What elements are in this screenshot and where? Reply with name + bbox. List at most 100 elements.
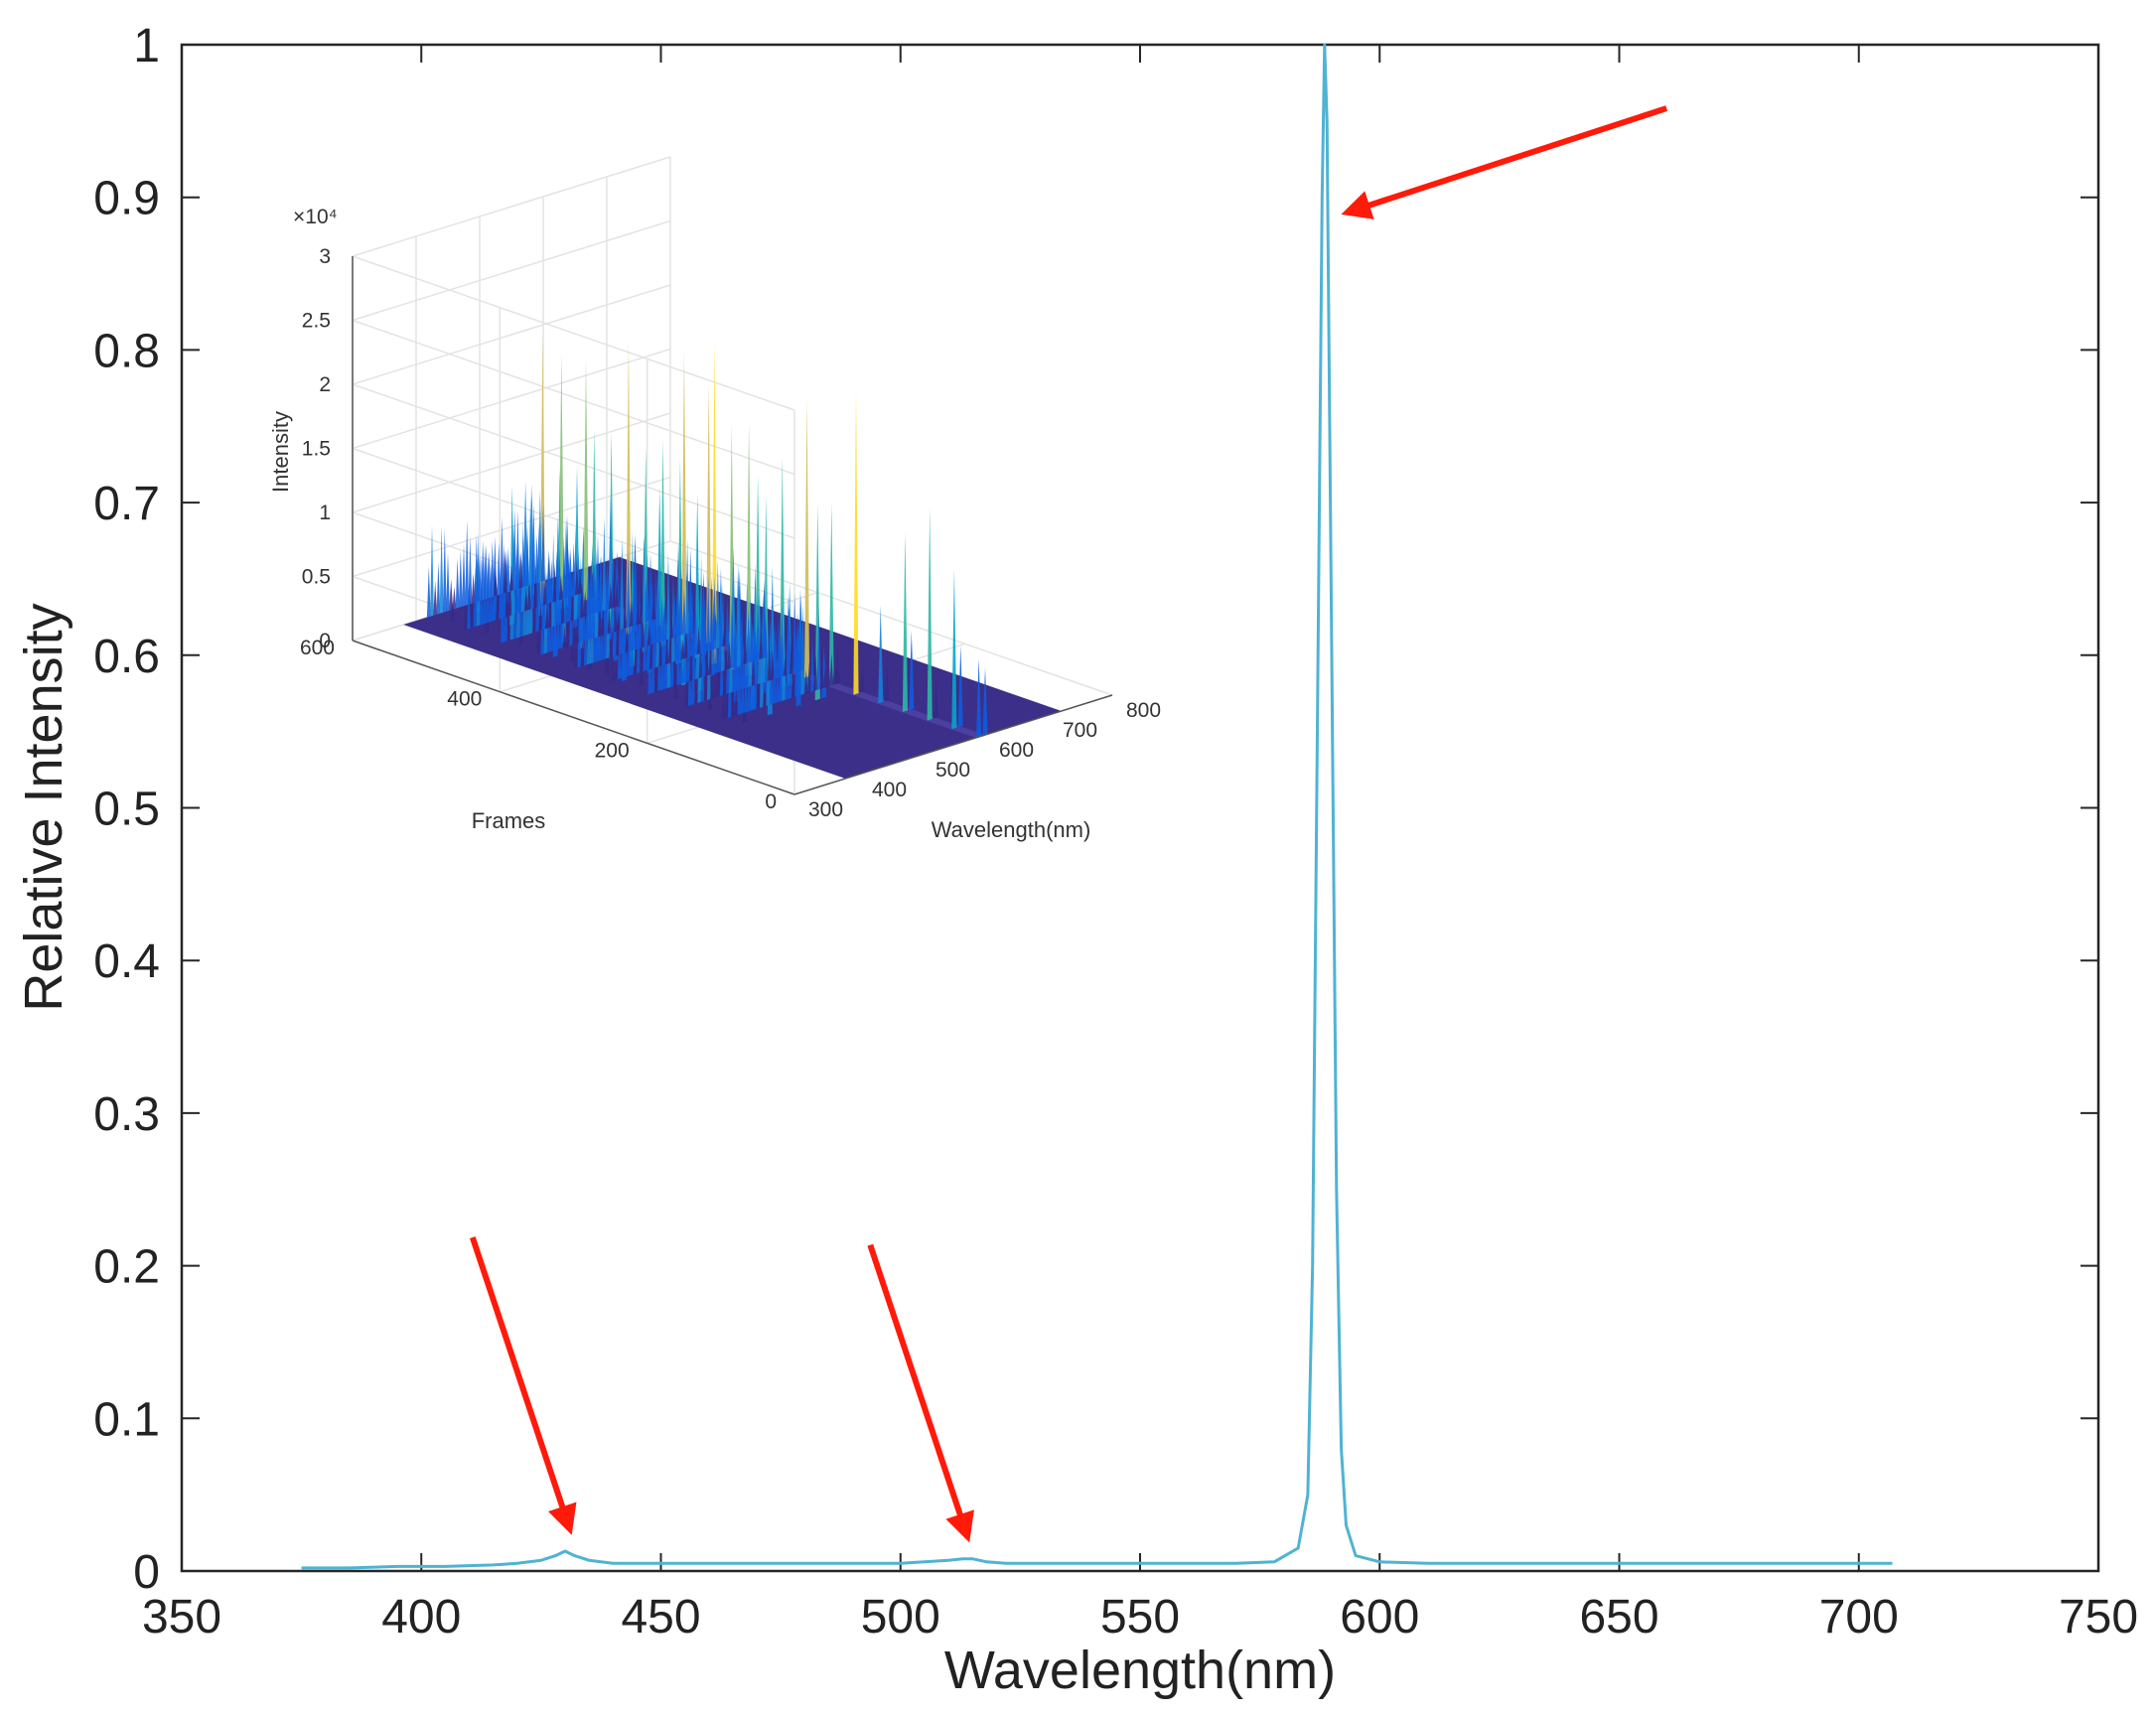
inset-z-multiplier: ×10⁴	[293, 206, 338, 228]
inset-noise	[642, 536, 647, 624]
inset-peak	[804, 398, 810, 678]
inset-noise	[560, 585, 565, 625]
inset-noise	[446, 552, 450, 612]
x-tick-label: 400	[381, 1591, 461, 1644]
inset-noise	[608, 582, 613, 610]
inset-noise	[532, 606, 536, 634]
inset-noise	[703, 597, 707, 653]
inset-noise	[751, 647, 756, 686]
inset-noise	[599, 616, 604, 661]
inset-z-tick-label: 3	[319, 245, 331, 268]
inset-noise	[612, 569, 616, 609]
inset-noise	[698, 637, 703, 679]
inset-noise	[673, 650, 677, 687]
inset-noise	[572, 620, 577, 645]
inset-noise	[764, 617, 769, 682]
inset-noise	[516, 541, 520, 639]
inset-peak	[878, 605, 884, 704]
inset-z-tick-label: 0	[319, 630, 331, 652]
inset-noise	[575, 621, 580, 644]
inset-noise	[703, 675, 708, 701]
inset-noise	[816, 610, 821, 690]
inset-z-tick-label: 0.5	[302, 566, 331, 589]
inset-noise	[531, 503, 536, 585]
inset-peak	[780, 456, 786, 669]
inset-noise	[484, 544, 489, 600]
plot-area	[180, 43, 2100, 1573]
inset-noise	[655, 575, 659, 668]
inset-noise	[783, 656, 788, 676]
inset-peak	[957, 644, 963, 728]
inset-noise	[537, 490, 542, 583]
inset-noise	[733, 622, 738, 668]
inset-noise	[653, 651, 658, 693]
inset-gridline	[352, 284, 671, 385]
inset-noise	[610, 548, 615, 634]
inset-noise	[671, 574, 675, 663]
inset-noise	[803, 669, 808, 694]
inset-noise	[798, 596, 803, 671]
inset-noise	[523, 587, 528, 612]
inset-noise	[780, 604, 785, 677]
inset-noise	[666, 593, 671, 689]
inset-tick-labels: 0 0.5 1 1.5 2 2.5 3 0 200 400 600 300 400 500 600 700 80…	[300, 245, 1161, 821]
y-tick-label: 0.6	[93, 631, 160, 683]
inset-surface	[403, 335, 1062, 779]
inset-frames-tick-label: 0	[765, 790, 777, 813]
inset-noise	[534, 534, 539, 584]
inset-noise	[468, 536, 473, 605]
inset-noise	[762, 590, 767, 659]
inset-noise	[832, 658, 837, 685]
inset-noise	[520, 521, 525, 613]
inset-noise	[759, 621, 764, 660]
inset-noise	[551, 533, 556, 628]
inset-noise	[556, 600, 561, 650]
inset-noise	[653, 569, 658, 644]
inset-peak	[681, 351, 687, 636]
inset-noise	[791, 678, 795, 698]
inset-noise	[651, 622, 656, 669]
inset-noise	[578, 573, 582, 595]
inset-noise	[509, 565, 513, 592]
inset-noise	[568, 547, 573, 598]
inset-noise	[786, 595, 791, 675]
inset-noise	[573, 523, 578, 621]
inset-noise	[629, 599, 634, 628]
inset-noise	[742, 640, 746, 689]
inset-noise	[609, 636, 614, 658]
inset-noise	[715, 559, 720, 649]
inset-noise	[709, 575, 714, 651]
inset-gridline	[352, 412, 671, 513]
red-arrow	[469, 1236, 577, 1535]
inset-noise	[633, 571, 637, 627]
inset-noise	[506, 615, 511, 642]
inset-noise	[465, 519, 470, 606]
inset-peak	[982, 667, 988, 736]
inset-peak	[884, 666, 890, 702]
red-arrow	[867, 1243, 974, 1543]
inset-noise	[774, 620, 778, 679]
inset-noise	[688, 548, 693, 634]
inset-noise	[766, 618, 771, 706]
inset-frames-axis-title: Frames	[472, 808, 546, 833]
inset-noise	[436, 562, 441, 615]
inset-gridline	[669, 540, 1113, 696]
inset-noise	[575, 557, 579, 596]
inset-noise	[684, 664, 689, 707]
inset-noise	[819, 647, 824, 689]
inset-noise	[692, 631, 696, 681]
inset-noise	[729, 600, 734, 693]
inset-wavelength-tick-label: 400	[872, 779, 907, 801]
inset-peak	[707, 693, 713, 712]
inset-noise	[693, 595, 698, 656]
inset-noise	[562, 626, 567, 648]
inset-noise	[620, 537, 625, 631]
inset-wavelength-tick-label: 300	[808, 798, 843, 821]
inset-noise	[810, 637, 814, 692]
inset-noise	[829, 652, 834, 686]
inset-peak	[639, 670, 645, 688]
inset-noise	[576, 550, 581, 620]
inset-noise	[449, 578, 454, 611]
inset-noise	[585, 596, 589, 642]
inset-noise	[679, 638, 684, 685]
